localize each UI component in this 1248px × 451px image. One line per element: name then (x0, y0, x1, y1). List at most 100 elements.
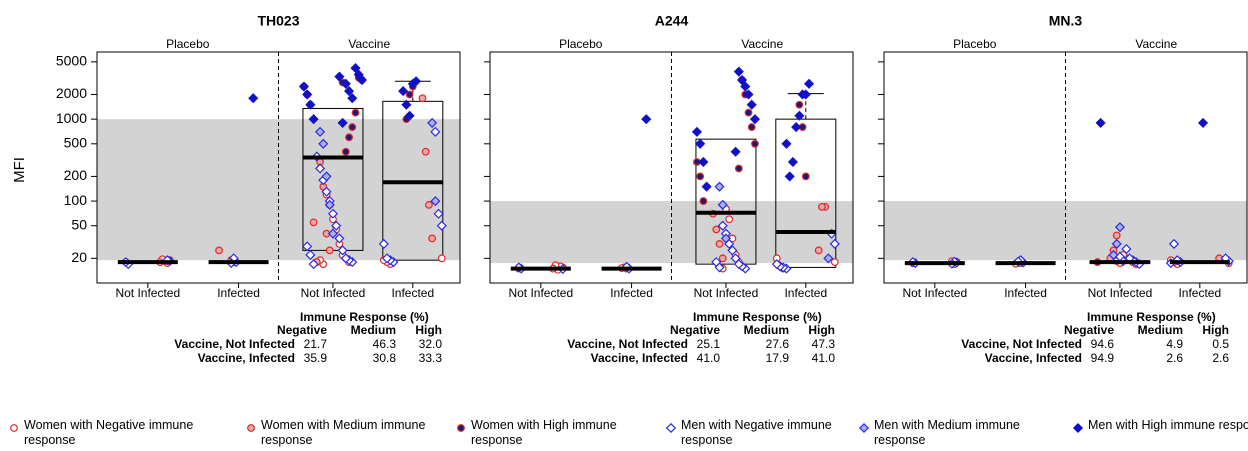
legend-entry: Women with Medium immune response (245, 418, 445, 448)
point (318, 138, 329, 149)
point (436, 220, 447, 231)
point (794, 110, 805, 121)
legend-marker (247, 424, 255, 432)
point (641, 114, 652, 125)
table-column: High (808, 323, 835, 337)
point (740, 81, 751, 92)
x-tick-label: Infected (1004, 286, 1047, 300)
y-tick-label: 500 (64, 135, 88, 151)
point (814, 246, 823, 255)
point (695, 138, 706, 149)
table-column: High (1202, 323, 1229, 337)
point (337, 117, 348, 128)
point (327, 228, 338, 239)
table-row-label: Vaccine, Infected (198, 351, 295, 365)
point (337, 245, 348, 256)
table-cell: 32.0 (419, 337, 443, 351)
point (737, 75, 748, 86)
table-cell: 2.6 (1212, 351, 1229, 365)
table-column: Negative (277, 323, 327, 337)
point (308, 114, 319, 125)
legend-entry: Men with Negative immune response (665, 418, 865, 448)
point (215, 246, 223, 255)
y-tick-label: 50 (71, 216, 87, 232)
point (1121, 243, 1132, 255)
table-cell: 21.7 (304, 337, 328, 351)
point (398, 86, 409, 97)
point (302, 241, 313, 252)
table-column: Medium (1138, 323, 1183, 337)
point (305, 99, 316, 110)
table-cell: 46.3 (373, 337, 397, 351)
point (341, 147, 350, 156)
point (351, 108, 360, 117)
x-tick-label: Not Infected (1088, 286, 1153, 300)
table-cell: 27.6 (766, 337, 790, 351)
table-cell: 30.8 (373, 351, 397, 365)
table-column: Medium (744, 323, 789, 337)
point (797, 89, 808, 100)
point (327, 208, 338, 219)
point (321, 171, 332, 182)
panel-title: MN.3 (1049, 13, 1083, 29)
point (1095, 117, 1106, 128)
legend-entry: Women with High immune response (455, 418, 655, 448)
legend-symbol (247, 424, 255, 432)
point (801, 172, 810, 181)
table-cell: 33.3 (419, 351, 443, 365)
point (712, 225, 721, 234)
table-title: Immune Response (%) (300, 310, 429, 324)
point (331, 220, 342, 231)
chart: TH023 MFI Placebo Vaccine 20 50 100 200 500 1000 2… (11, 13, 1248, 365)
legend-label: Women with Medium immune response (261, 418, 426, 447)
panel-title: A244 (655, 13, 689, 29)
plot-frame (96, 51, 461, 284)
y-tick-label: 100 (64, 192, 88, 208)
group-label: Vaccine (741, 37, 783, 51)
table-title: Immune Response (%) (693, 310, 822, 324)
point (701, 181, 712, 192)
legend-label: Women with High immune response (471, 418, 617, 447)
table-row-label: Vaccine, Not Infected (174, 337, 295, 351)
group-label: Vaccine (348, 37, 390, 51)
point (727, 245, 738, 256)
point (344, 86, 355, 97)
table-column: Medium (351, 323, 396, 337)
point (730, 253, 741, 264)
point (711, 257, 722, 268)
point (347, 93, 358, 104)
point (407, 78, 418, 89)
point (428, 234, 437, 243)
point (744, 108, 753, 117)
group-label: Placebo (166, 37, 210, 51)
point (421, 147, 430, 156)
y-tick-label: 20 (71, 249, 87, 265)
table-column: Negative (1064, 323, 1114, 337)
point (830, 258, 839, 266)
table-row-label: Vaccine, Not Infected (961, 337, 1082, 351)
point (743, 89, 754, 100)
table-row-label: Vaccine, Not Infected (567, 337, 688, 351)
point (305, 249, 316, 260)
table-row-label: Vaccine, Infected (985, 351, 1082, 365)
box (695, 138, 757, 265)
legend-entry: Women with Negative immune response (8, 418, 208, 448)
y-tick-label: 1000 (56, 110, 87, 126)
point (1168, 238, 1180, 249)
table-title: Immune Response (%) (1087, 310, 1216, 324)
legend-marker (665, 422, 677, 434)
legend-marker (457, 424, 465, 432)
point (823, 253, 834, 264)
x-tick-label: Not Infected (301, 286, 366, 300)
point (404, 110, 415, 121)
point (718, 254, 727, 263)
point (691, 126, 702, 137)
plot-frame (489, 51, 854, 284)
legend-label: Men with Negative immune response (681, 418, 832, 447)
legend: Women with Negative immune response Women… (0, 418, 1248, 451)
point (348, 123, 357, 131)
point (350, 63, 361, 74)
legend-symbol (10, 424, 18, 432)
point (698, 156, 709, 168)
point (309, 218, 318, 227)
